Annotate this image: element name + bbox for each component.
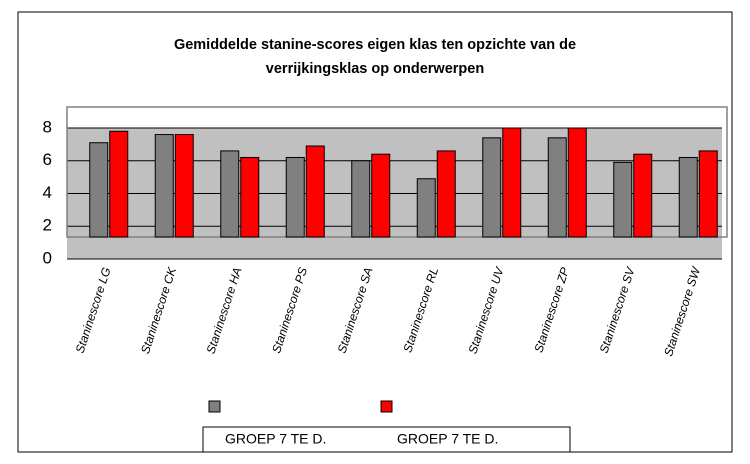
bar: [240, 156, 260, 238]
title-line: verrijkingsklas op onderwerpen: [266, 61, 484, 77]
bar: [220, 150, 240, 238]
bar: [416, 178, 436, 238]
bar: [547, 137, 567, 238]
bar: [613, 161, 633, 238]
bar: [89, 142, 109, 238]
y-tick-label: 4: [43, 183, 52, 202]
chart-title: Gemiddelde stanine-scores eigen klas ten…: [174, 37, 576, 77]
title-line: Gemiddelde stanine-scores eigen klas ten…: [174, 37, 576, 53]
bar: [482, 137, 502, 238]
legend-swatch: [380, 400, 393, 413]
legend-swatch: [208, 400, 221, 413]
y-tick-label: 0: [43, 248, 52, 267]
y-tick-label: 8: [43, 117, 52, 136]
plot-frame: [66, 106, 728, 238]
y-tick-label: 6: [43, 150, 52, 169]
y-tick-label: 2: [43, 216, 52, 235]
bar: [174, 134, 194, 238]
legend-label: GROEP 7 TE D.: [225, 431, 326, 447]
bar: [351, 160, 371, 238]
bar: [109, 130, 129, 238]
bar: [305, 145, 325, 238]
bar: [285, 156, 305, 238]
bar: [154, 134, 174, 238]
bar: [567, 127, 587, 238]
bar: [371, 153, 391, 238]
legend-label: GROEP 7 TE D.: [397, 431, 498, 447]
bar: [678, 156, 698, 238]
bar: [502, 127, 522, 238]
bar: [633, 153, 653, 238]
legend: [202, 426, 571, 453]
bar: [436, 150, 456, 238]
bar: [698, 150, 718, 238]
